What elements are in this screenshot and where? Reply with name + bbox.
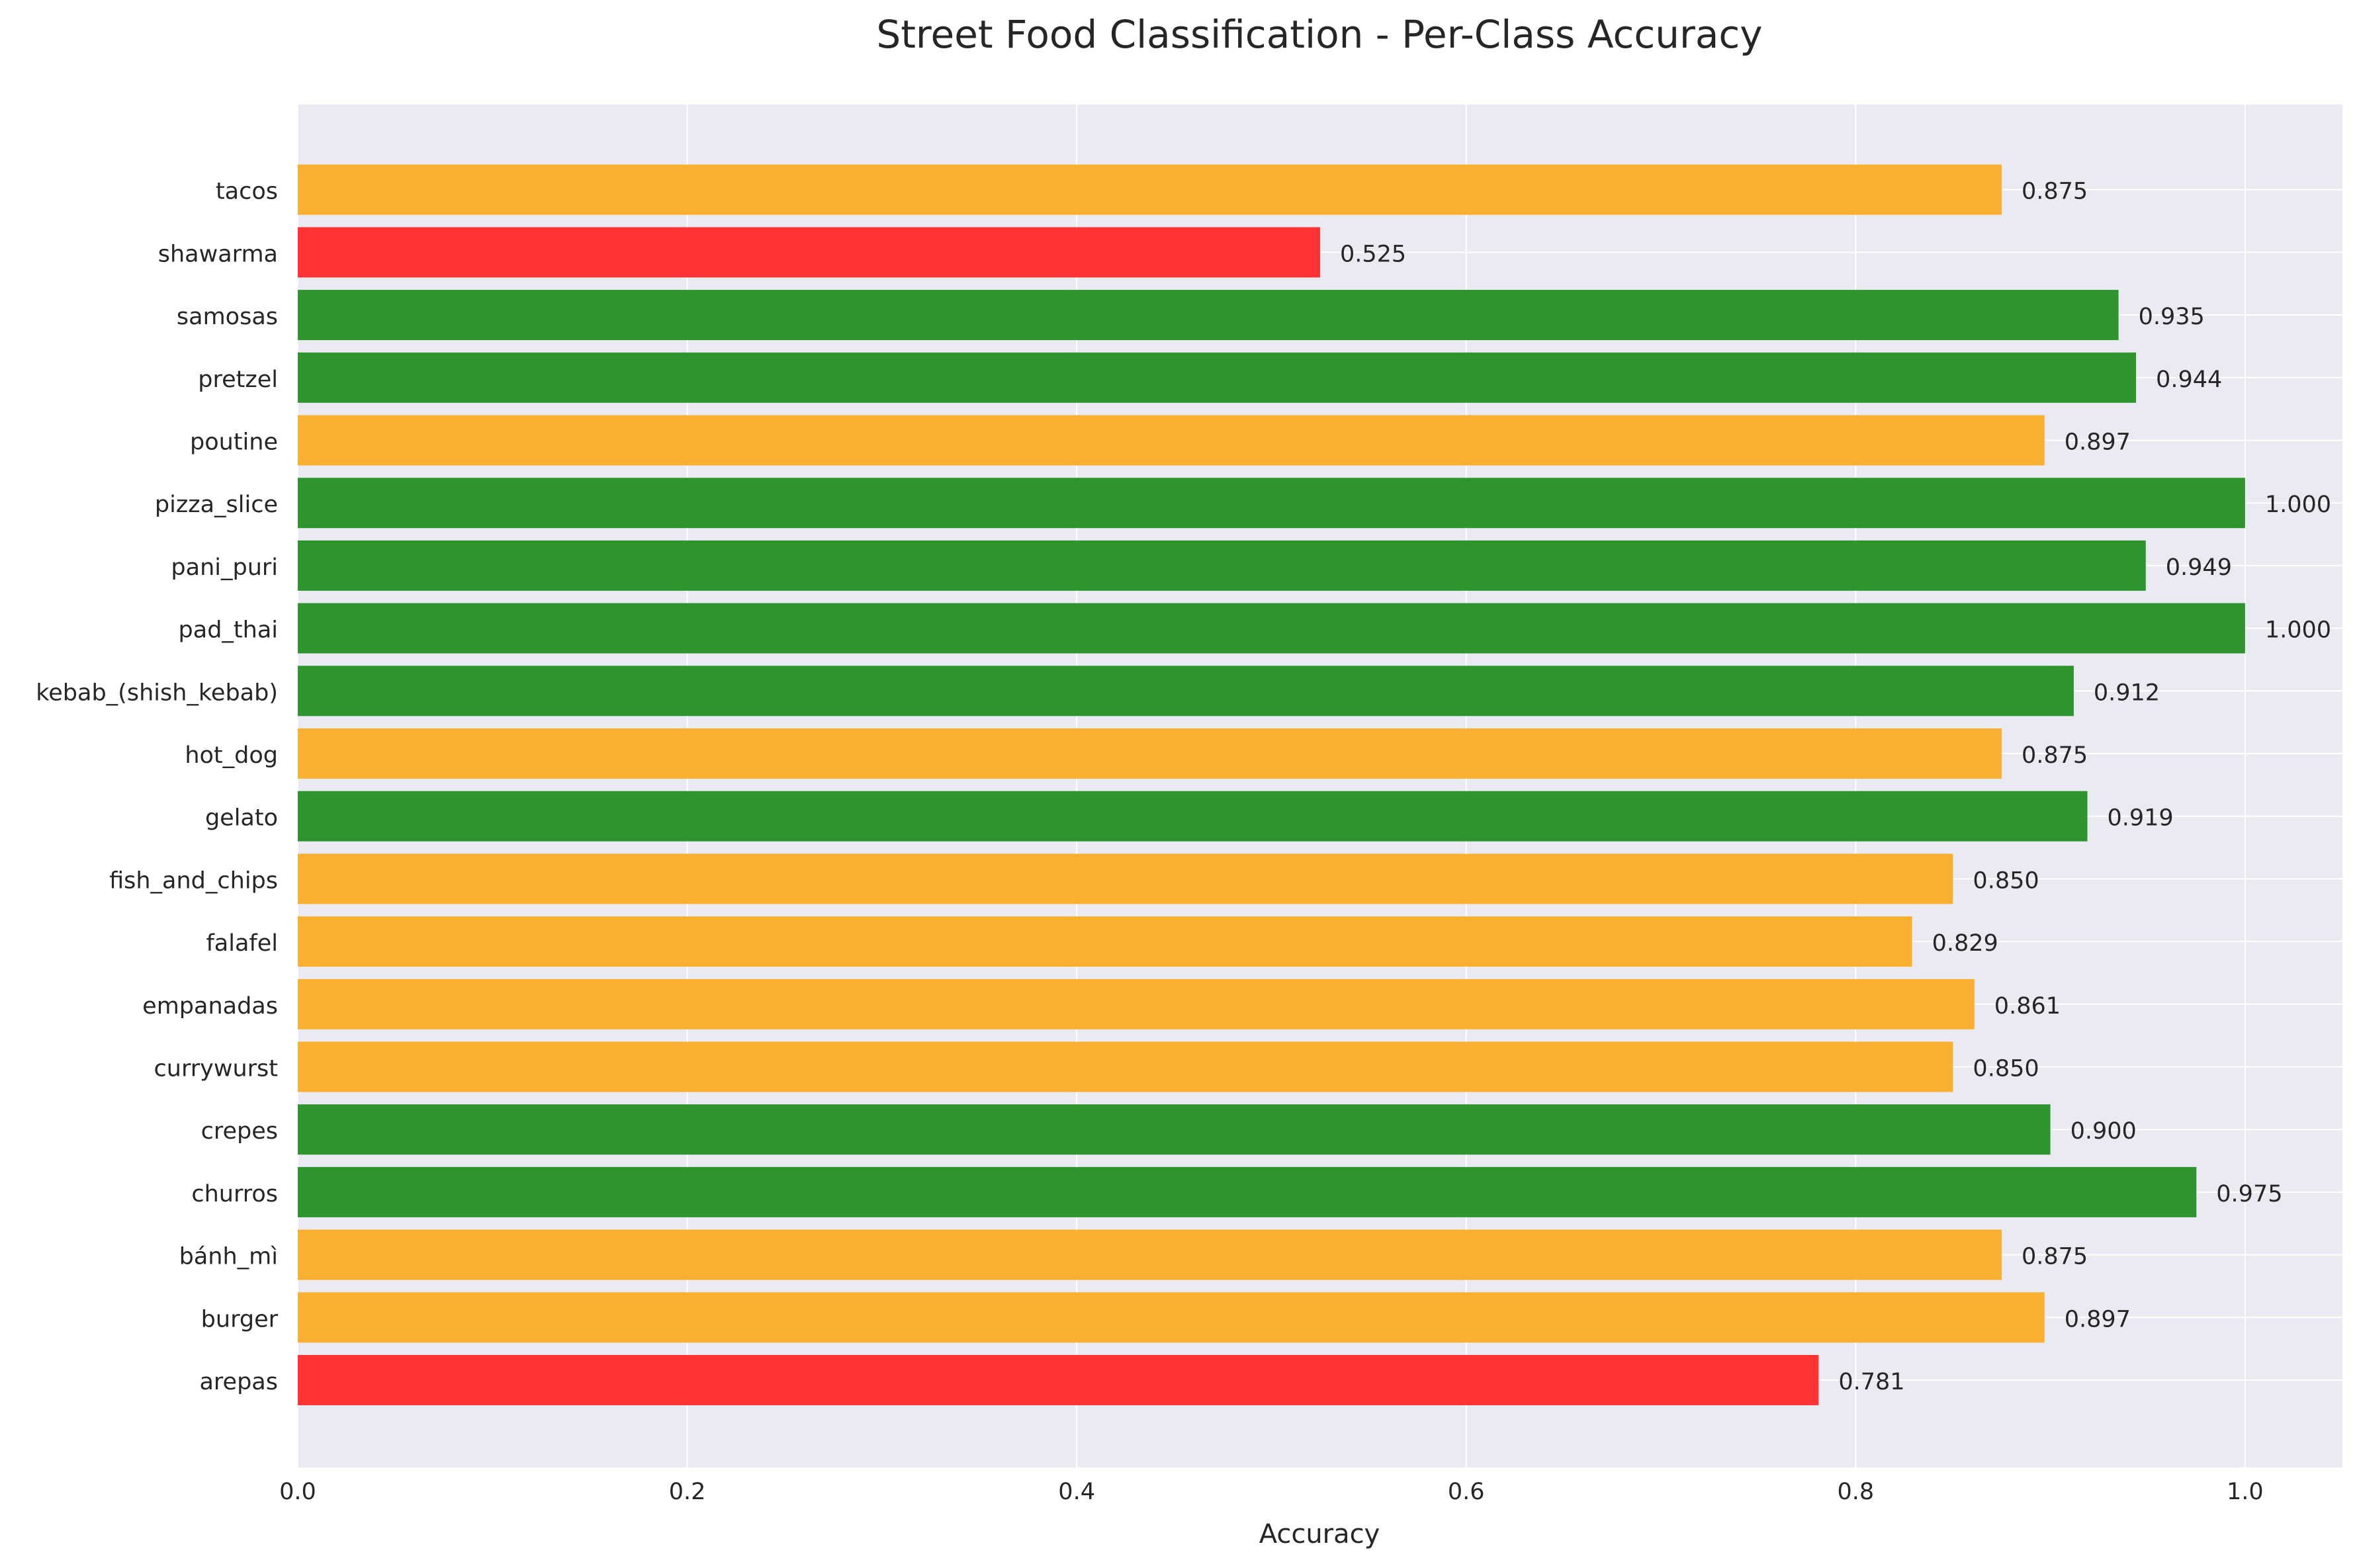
bar-churros (298, 1166, 2197, 1217)
y-tick-label: empanadas (142, 993, 278, 1020)
bar-value-label: 0.829 (1932, 930, 1998, 957)
y-tick-label: pad_thai (179, 617, 278, 644)
y-tick-label: crepes (201, 1118, 278, 1145)
bar-pretzel (298, 352, 2137, 403)
bar-samosas (298, 290, 2119, 341)
bar-gelato (298, 791, 2088, 842)
bar-bánh_mì (298, 1229, 2002, 1280)
bar-value-label: 0.875 (2022, 742, 2088, 769)
bar-value-label: 0.861 (1994, 993, 2061, 1020)
bar-pad_thai (298, 603, 2245, 654)
bar-value-label: 0.525 (1340, 241, 1406, 267)
x-tick-label: 0.2 (669, 1479, 706, 1505)
y-tick-labels: arepas burger bánh_mì churros crepes currywur… (36, 179, 278, 1395)
bar-value-label: 0.975 (2216, 1181, 2282, 1207)
bar-value-label: 0.875 (2022, 1244, 2088, 1270)
bar-pizza_slice (298, 478, 2245, 529)
y-tick-label: kebab_(shish_kebab) (36, 679, 278, 706)
y-tick-label: poutine (190, 429, 278, 456)
bar-falafel (298, 916, 1912, 967)
value-labels: 0.781 0.897 0.875 0.975 0.900 0.850 0.861 0.829… (1340, 179, 2331, 1395)
y-tick-label: pretzel (198, 367, 278, 393)
bar-value-label: 0.875 (2022, 179, 2088, 205)
bar-arepas (298, 1355, 1819, 1405)
x-tick-label: 0.6 (1448, 1479, 1485, 1505)
bar-value-label: 0.897 (2065, 1306, 2131, 1332)
y-tick-label: arepas (199, 1369, 278, 1395)
y-tick-label: pizza_slice (155, 492, 278, 518)
bar-fish_and_chips (298, 853, 1953, 904)
y-tick-label: pani_puri (171, 554, 278, 581)
y-tick-label: bánh_mì (179, 1244, 278, 1270)
bar-currywurst (298, 1041, 1953, 1092)
chart-title: Street Food Classification - Per-Class A… (876, 12, 1762, 57)
bar-kebab_(shish_kebab) (298, 666, 2074, 717)
bar-value-label: 0.919 (2107, 805, 2173, 832)
x-axis-label: Accuracy (1259, 1519, 1380, 1549)
bar-empanadas (298, 979, 1975, 1029)
bar-value-label: 0.912 (2094, 679, 2160, 706)
y-tick-label: tacos (216, 179, 278, 205)
y-tick-label: gelato (205, 805, 278, 832)
bar-value-label: 0.935 (2139, 304, 2205, 330)
bar-poutine (298, 415, 2045, 466)
y-tick-label: fish_and_chips (109, 867, 278, 894)
bar-value-label: 1.000 (2265, 492, 2331, 518)
x-tick-label: 0.8 (1837, 1479, 1874, 1505)
bar-burger (298, 1292, 2045, 1343)
bar-value-label: 0.897 (2065, 429, 2131, 456)
bar-value-label: 0.949 (2166, 554, 2232, 581)
y-tick-label: shawarma (158, 241, 278, 267)
x-tick-label: 1.0 (2227, 1479, 2264, 1505)
x-tick-label: 0.4 (1058, 1479, 1095, 1505)
y-tick-label: falafel (206, 930, 278, 957)
y-tick-label: samosas (177, 304, 278, 330)
y-tick-label: currywurst (154, 1056, 278, 1082)
y-tick-label: burger (201, 1306, 279, 1332)
bar-hot_dog (298, 728, 2002, 779)
x-tick-label: 0.0 (279, 1479, 316, 1505)
y-tick-label: churros (191, 1181, 278, 1207)
y-tick-label: hot_dog (185, 742, 278, 769)
bars (298, 164, 2245, 1405)
bar-value-label: 0.900 (2071, 1118, 2137, 1145)
bar-tacos (298, 164, 2002, 215)
bar-crepes (298, 1104, 2051, 1155)
bar-shawarma (298, 227, 1320, 278)
bar-value-label: 0.850 (1973, 867, 2039, 894)
bar-value-label: 1.000 (2265, 617, 2331, 644)
x-tick-labels: 0.0 0.2 0.4 0.6 0.8 1.0 (279, 1479, 2264, 1505)
bar-pani_puri (298, 540, 2146, 591)
bar-value-label: 0.850 (1973, 1056, 2039, 1082)
bar-value-label: 0.781 (1838, 1369, 1904, 1395)
bar-value-label: 0.944 (2156, 367, 2222, 393)
